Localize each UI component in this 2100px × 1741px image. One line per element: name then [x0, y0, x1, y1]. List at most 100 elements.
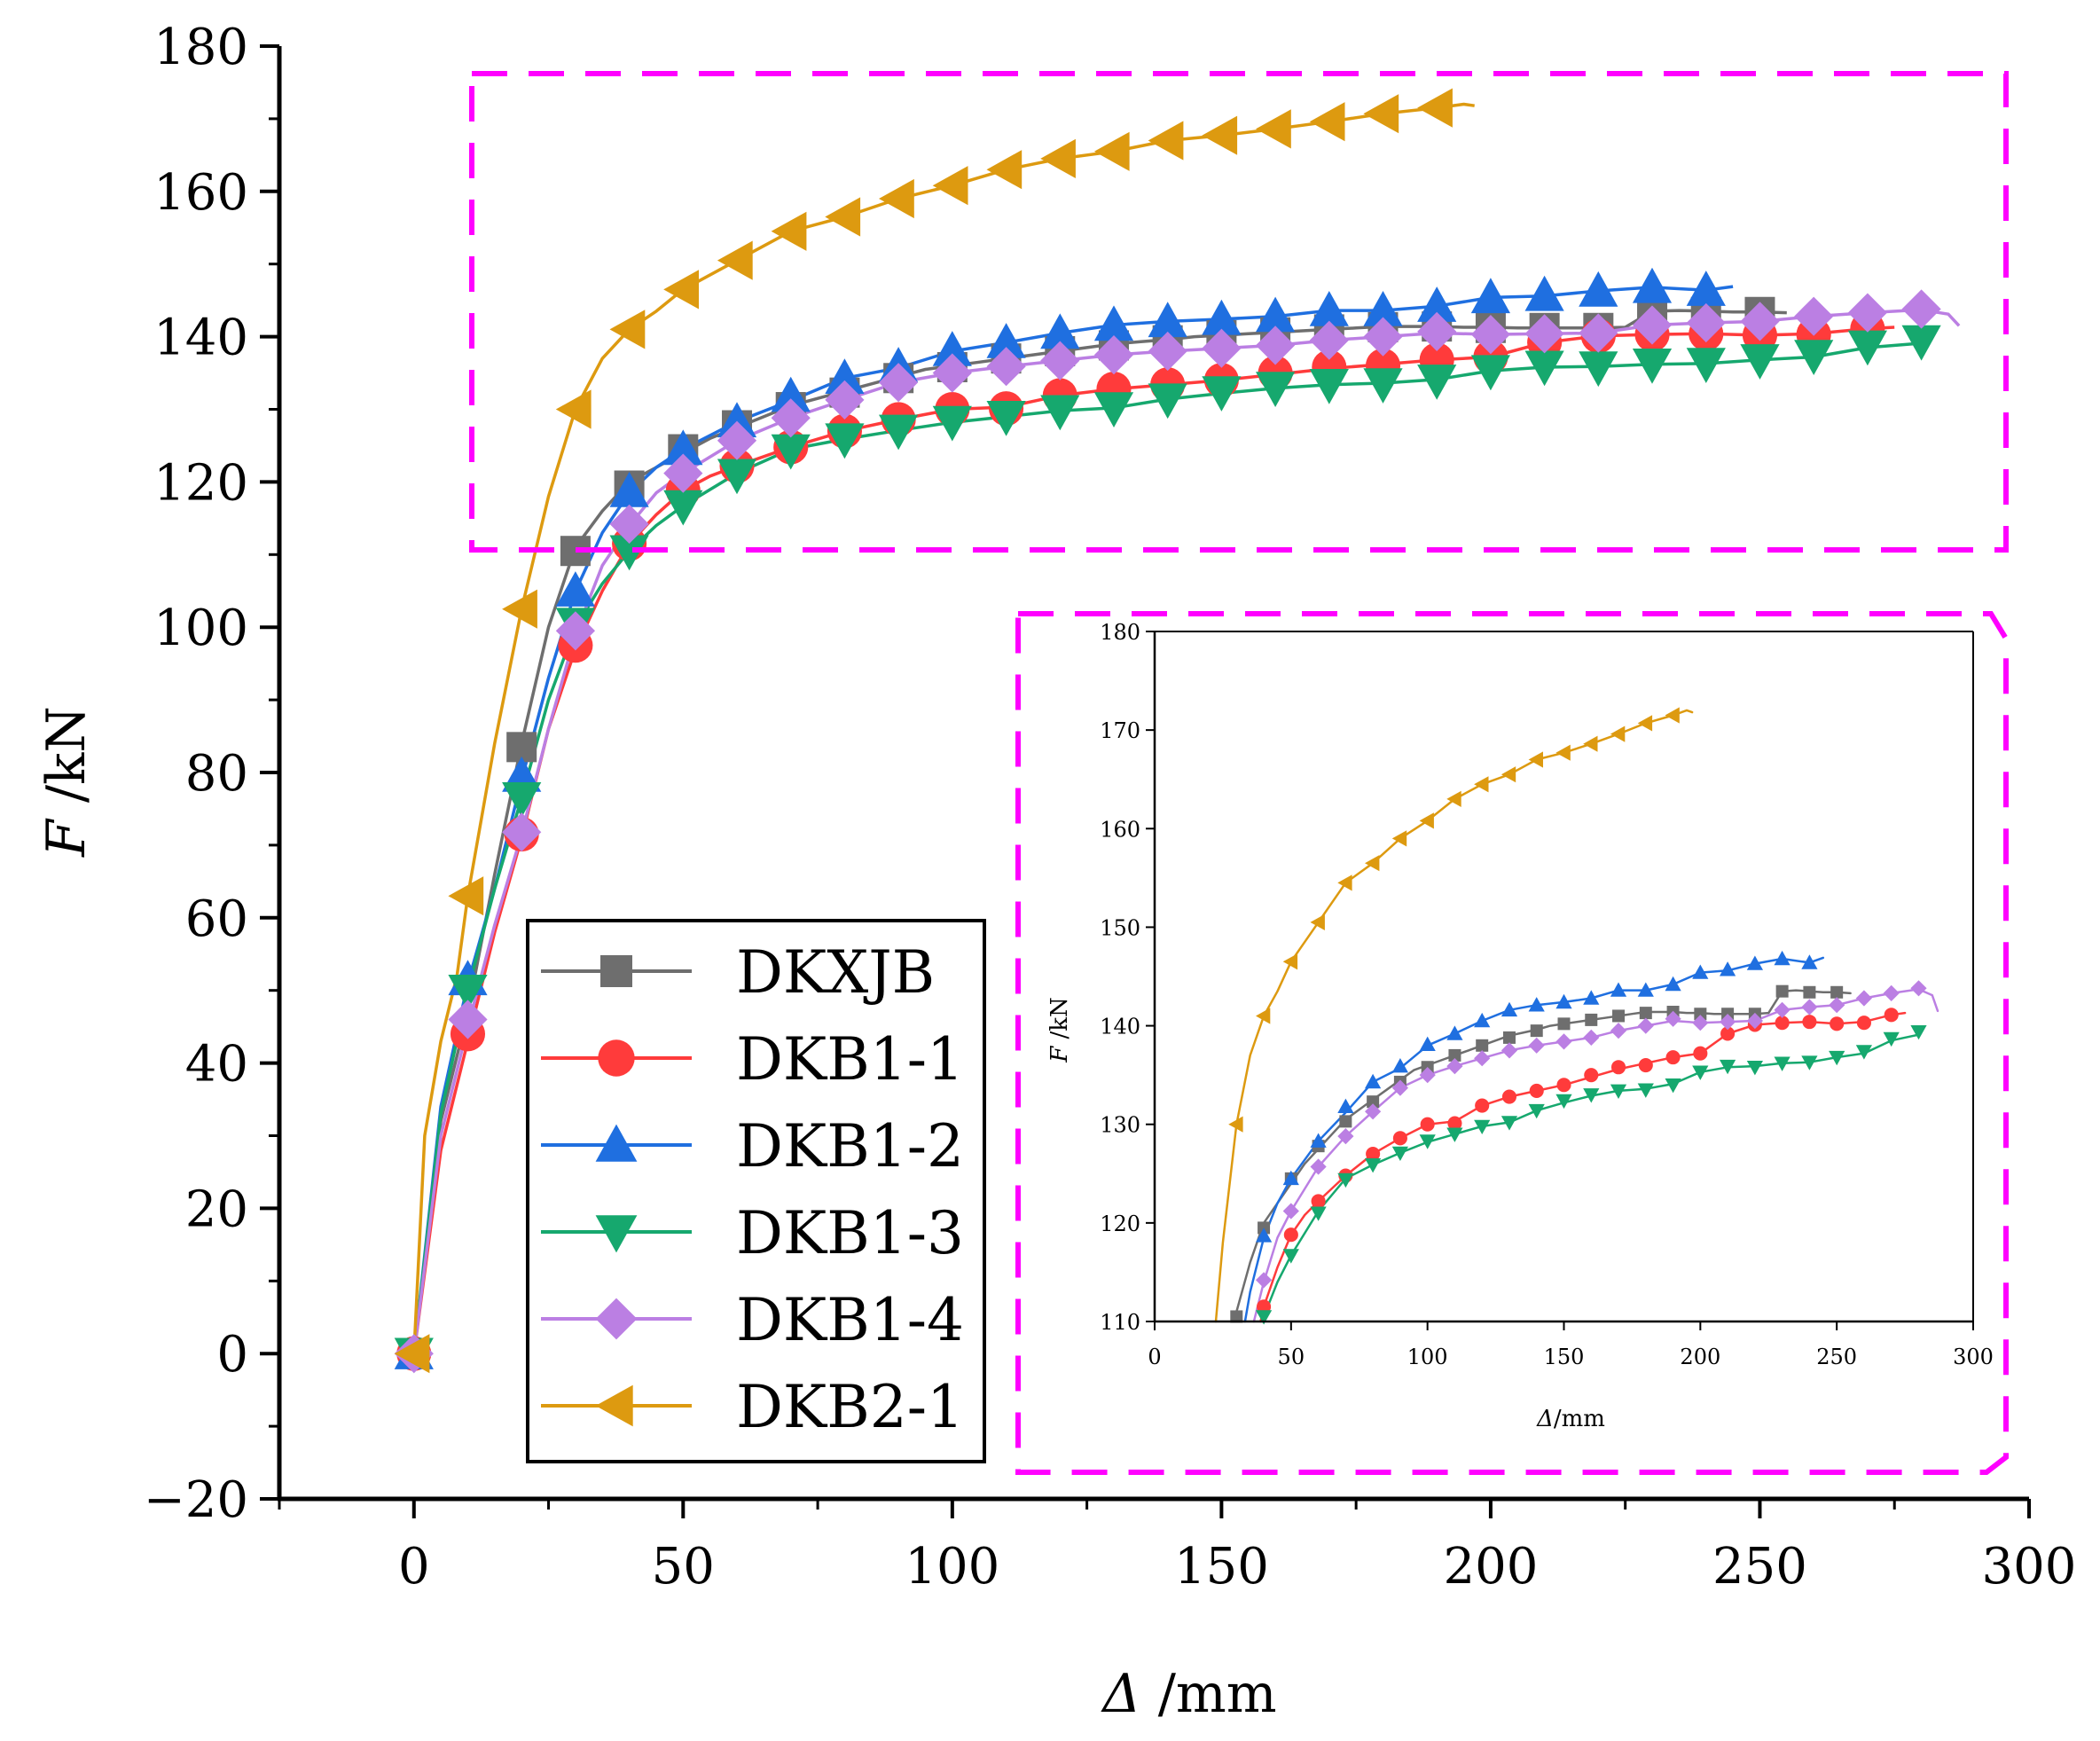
inset-data-point-DKB1-1	[1802, 1015, 1817, 1030]
data-point-DKB1-2	[663, 429, 703, 466]
data-point-DKB1-4	[986, 347, 1026, 387]
inset-data-point-DKXJB	[1476, 1039, 1489, 1052]
inset-data-point-DKB1-4	[1910, 980, 1927, 997]
inset-y-tick-label: 150	[1100, 915, 1140, 940]
inset-data-point-DKXJB	[1557, 1017, 1571, 1031]
inset-data-point-DKB1-4	[1855, 990, 1872, 1007]
data-point-DKB1-4	[879, 363, 919, 403]
inset-data-point-DKB1-4	[1746, 1012, 1763, 1030]
data-point-DKB1-4	[932, 353, 972, 393]
inset-data-point-DKB2-1	[1446, 790, 1461, 807]
inset-data-point-DKB1-4	[1446, 1058, 1463, 1075]
legend-marker-DKB1-3	[595, 1215, 638, 1253]
data-point-DKB1-4	[1040, 341, 1080, 380]
inset-data-point-DKB1-1	[1529, 1083, 1544, 1098]
inset-data-point-DKB1-1	[1501, 1089, 1517, 1104]
inset-data-point-DKB2-1	[1365, 855, 1380, 872]
data-point-DKB1-4	[555, 611, 595, 651]
x-tick-label: 150	[1174, 1538, 1269, 1596]
inset-data-point-DKB1-4	[1365, 1103, 1382, 1120]
inset-data-point-DKB1-2	[1665, 976, 1681, 992]
y-tick-label: 20	[185, 1180, 248, 1238]
data-point-DKB1-4	[1740, 302, 1780, 341]
main-plot: −20 0 20 40 60 80 100 120 140 160 180 0 50 100 150 200 2…	[144, 19, 2077, 1596]
data-point-DKB2-1	[502, 589, 537, 629]
data-point-DKB1-3	[1363, 368, 1403, 404]
inset-data-point-DKB1-3	[1419, 1134, 1436, 1149]
data-point-DKB2-1	[1256, 109, 1291, 149]
inset-data-point-DKB2-1	[1474, 776, 1489, 793]
inset-data-point-DKB1-2	[1583, 990, 1600, 1005]
x-axis-unit: /mm	[1141, 1663, 1277, 1725]
inset-data-point-DKB1-2	[1256, 1227, 1273, 1243]
data-point-DKB1-3	[1686, 348, 1726, 383]
data-point-DKB1-4	[1309, 320, 1349, 360]
inset-data-point-DKB1-4	[1474, 1050, 1491, 1067]
inset-data-point-DKB1-3	[1310, 1206, 1327, 1221]
y-tick-label: −20	[144, 1471, 248, 1529]
data-point-DKB2-1	[717, 240, 753, 280]
data-point-DKB1-3	[1632, 349, 1673, 384]
legend-marker-DKB1-2	[595, 1124, 638, 1162]
inset-data-point-DKB2-1	[1391, 830, 1407, 847]
inset-data-point-DKB2-1	[1228, 1116, 1243, 1133]
inset-data-point-DKB1-4	[1883, 984, 1900, 1001]
inset-data-point-DKXJB	[1803, 985, 1816, 999]
data-point-DKB1-4	[663, 453, 703, 493]
inset-data-point-DKB1-1	[1420, 1117, 1435, 1132]
inset-data-point-DKXJB	[1694, 1008, 1707, 1021]
y-tick-label: 140	[153, 310, 248, 367]
data-point-DKB2-1	[1040, 138, 1076, 178]
inset-data-point-DKB1-4	[1555, 1033, 1572, 1050]
data-point-DKB1-4	[1901, 289, 1941, 329]
y-axis-unit: /kN	[35, 706, 98, 820]
data-point-DKB1-2	[1256, 296, 1296, 333]
data-point-DKB2-1	[394, 1334, 430, 1374]
inset-data-point-DKB1-2	[1610, 982, 1627, 997]
data-point-DKB1-2	[1632, 267, 1673, 303]
x-tick-label: 100	[905, 1538, 999, 1596]
data-point-DKB1-2	[1202, 299, 1242, 335]
inset-data-point-DKB1-2	[1555, 993, 1572, 1009]
inset-data-point-DKB2-1	[1528, 751, 1543, 768]
data-point-DKB2-1	[1309, 102, 1345, 142]
inset-data-point-DKB1-4	[1692, 1015, 1709, 1031]
x-axis-label: Δ /mm	[1101, 1663, 1276, 1725]
inset-data-point-DKB1-4	[1391, 1079, 1408, 1096]
y-tick-label: 40	[185, 1036, 248, 1094]
data-point-DKB1-3	[1579, 351, 1618, 388]
inset-series-line-DKB1-2	[1243, 956, 1825, 1323]
inset-data-point-DKB1-4	[1829, 997, 1845, 1014]
legend-marker-DKB1-4	[595, 1298, 638, 1340]
data-point-DKB1-2	[1093, 305, 1134, 341]
inset-data-point-DKB1-3	[1665, 1078, 1681, 1094]
data-point-DKB1-4	[1524, 314, 1564, 354]
inset-data-point-DKB1-2	[1310, 1133, 1327, 1148]
inset-data-point-DKB1-2	[1720, 961, 1736, 976]
inset-data-point-DKB1-3	[1774, 1056, 1790, 1071]
inset-data-point-DKB1-4	[1665, 1010, 1681, 1027]
inset-data-point-DKXJB	[1639, 1007, 1652, 1020]
y-tick-label: 120	[153, 454, 248, 512]
inset-x-tick-label: 300	[1953, 1345, 1994, 1369]
y-tick-label: 80	[185, 745, 248, 803]
inset-data-point-DKB1-4	[1337, 1128, 1354, 1145]
inset-y-axis-symbol: F	[1046, 1046, 1073, 1063]
data-point-DKB2-1	[609, 310, 646, 349]
inset-data-point-DKB2-1	[1583, 735, 1598, 752]
legend-label-DKB2-1: DKB2-1	[736, 1373, 964, 1441]
inset-data-point-DKB1-1	[1856, 1016, 1871, 1031]
inset-data-point-DKB1-4	[1720, 1014, 1736, 1031]
inset-y-tick-label: 160	[1100, 817, 1140, 842]
data-point-DKB1-3	[1847, 330, 1887, 366]
data-point-DKB1-3	[1417, 365, 1457, 400]
zoom-source-box	[469, 71, 2009, 553]
legend-marker-DKB1-1	[598, 1039, 635, 1077]
inset-data-point-DKB1-1	[1638, 1057, 1653, 1073]
inset-data-point-DKB1-1	[1311, 1194, 1326, 1209]
inset-data-point-DKB1-1	[1830, 1016, 1845, 1031]
inset-data-point-DKXJB	[1585, 1013, 1598, 1026]
inset-data-point-DKB1-2	[1474, 1012, 1491, 1028]
inset-data-point-DKB1-4	[1310, 1158, 1327, 1175]
inset-data-point-DKB1-1	[1693, 1046, 1708, 1061]
